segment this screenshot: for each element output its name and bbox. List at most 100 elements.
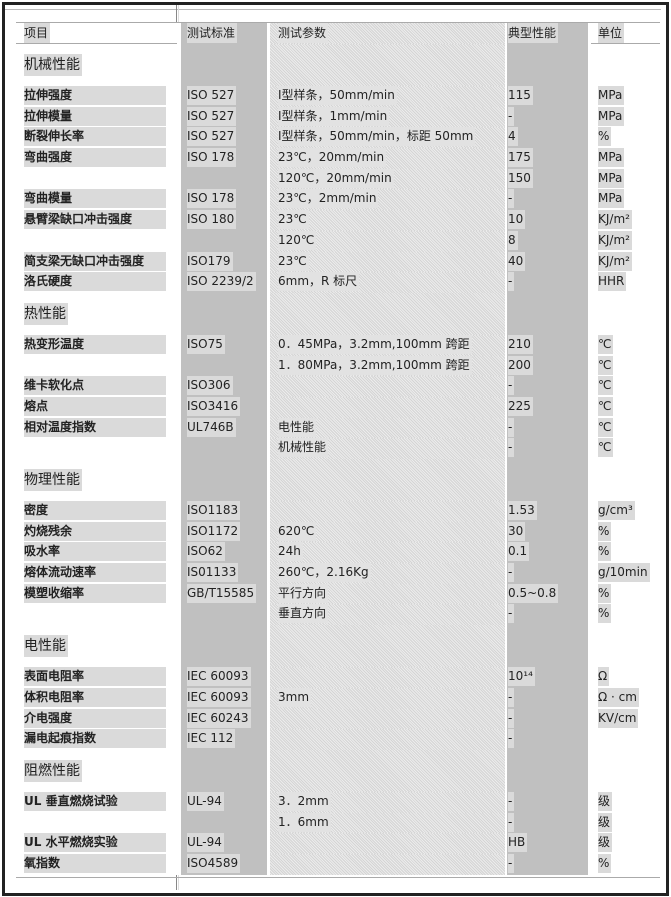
cell-unit: KJ/m² [591, 251, 660, 273]
typical-value: 1.53 [508, 501, 537, 520]
typical-value: - [508, 708, 515, 728]
cell-params [270, 396, 505, 418]
unit-value: ℃ [598, 376, 614, 396]
cell-item: UL 水平燃烧实验 [16, 833, 177, 854]
cell-unit: % [591, 521, 660, 543]
cell-standard [181, 604, 267, 626]
unit-value: KV/cm [598, 708, 639, 728]
params-value: 3．2mm [278, 791, 331, 811]
item-value: 熔点 [24, 396, 166, 416]
section-title: 电性能 [24, 635, 68, 658]
typical-value: 150 [508, 168, 533, 188]
cell-params: 平行方向 [270, 583, 505, 605]
cell-params: 23℃ [270, 210, 505, 231]
cell-standard [181, 625, 267, 668]
cell-params [270, 625, 505, 668]
table-row: 吸水率 ISO62 24h 0.1% [16, 542, 660, 564]
cell-unit: g/cm³ [591, 501, 660, 522]
standard-value: IEC 60093 [187, 687, 251, 707]
params-value: 23℃，2mm/min [278, 189, 379, 209]
typical-value: - [508, 106, 515, 126]
cell-standard [181, 459, 267, 501]
item-value: 洛氏硬度 [24, 272, 166, 292]
section-title: 阻燃性能 [24, 759, 82, 782]
typical-value: 115 [508, 86, 533, 105]
cell-unit: % [591, 127, 660, 149]
cell-standard [181, 292, 267, 335]
cell-params: 3mm [270, 687, 505, 709]
cell-item: 漏电起痕指数 [16, 729, 177, 750]
cell-unit [591, 44, 660, 86]
cell-item: 热变形温度 [16, 334, 177, 356]
typical-value: 30 [508, 521, 526, 541]
cell-unit: KJ/m² [591, 210, 660, 231]
header-unit: 单位 [591, 23, 660, 45]
item-value: 悬臂梁缺口冲击强度 [24, 210, 166, 230]
cell-typical: 115 [507, 86, 588, 107]
cell-params [270, 292, 505, 335]
unit-value: g/cm³ [598, 501, 635, 520]
standard-value: ISO179 [187, 251, 233, 271]
params-value: Ⅰ型样条，1mm/min [278, 106, 390, 126]
cell-unit: % [591, 583, 660, 605]
item-value: UL 垂直燃烧试验 [24, 791, 166, 811]
item-value: 氧指数 [24, 853, 166, 873]
table-row: 弯曲模量 ISO 178 23℃，2mm/min - MPa [16, 189, 660, 211]
cell-standard: GB/T15585 [181, 583, 267, 605]
standard-value: ISO 180 [187, 210, 237, 230]
cell-item: UL 垂直燃烧试验 [16, 791, 177, 813]
unit-value: % [598, 583, 612, 603]
unit-value: % [598, 604, 612, 624]
params-value: 电性能 [278, 417, 317, 437]
cell-unit: HHR [591, 272, 660, 293]
header-params-label: 测试参数 [278, 23, 329, 43]
unit-value: KJ/m² [598, 230, 632, 250]
cell-typical: 0.5~0.8 [507, 583, 588, 605]
typical-value: 4 [508, 127, 518, 147]
table-row: 简支梁无缺口冲击强度 ISO179 23℃ 40 KJ/m² [16, 251, 660, 273]
standard-value: GB/T15585 [187, 583, 257, 603]
cell-typical: 175 [507, 148, 588, 169]
cell-item: 弯曲模量 [16, 189, 177, 211]
cell-standard: ISO 178 [181, 189, 267, 211]
cell-typical: 210 [507, 334, 588, 356]
item-value: 表面电阻率 [24, 667, 166, 687]
item-value: 吸水率 [24, 542, 166, 562]
cell-item: 拉伸模量 [16, 106, 177, 128]
cell-unit [591, 459, 660, 501]
cell-item: 弯曲强度 [16, 148, 177, 169]
typical-value: 210 [508, 334, 533, 354]
unit-value: MPa [598, 148, 625, 168]
unit-value: 级 [598, 833, 613, 853]
item-value: 拉伸强度 [24, 86, 166, 105]
header-standard-label: 测试标准 [187, 23, 238, 43]
params-value: 120℃，20mm/min [278, 168, 394, 188]
cell-params: 24h [270, 542, 505, 564]
cell-standard [181, 44, 267, 86]
params-value: Ⅰ型样条，50mm/min [278, 86, 397, 105]
params-value: 垂直方向 [278, 604, 329, 624]
table-row: 密度 ISO1183 1.53 g/cm³ [16, 501, 660, 522]
cell-unit [591, 292, 660, 335]
cell-standard: ISO 180 [181, 210, 267, 231]
cell-standard: ISO3416 [181, 396, 267, 418]
cell-params: 260℃，2.16Kg [270, 563, 505, 584]
cell-standard: ISO4589 [181, 853, 267, 875]
cell-params: 120℃ [270, 230, 505, 252]
cell-unit: ℃ [591, 396, 660, 418]
cell-standard: ISO1183 [181, 501, 267, 522]
params-value: 24h [278, 542, 303, 562]
cell-params: 620℃ [270, 521, 505, 543]
cell-standard: ISO 527 [181, 127, 267, 149]
unit-value: 级 [598, 812, 613, 832]
cell-typical: 150 [507, 168, 588, 190]
cell-item: 阻燃性能 [16, 749, 177, 792]
item-value: 体积电阻率 [24, 687, 166, 707]
item-value: 漏电起痕指数 [24, 729, 166, 749]
params-value: 机械性能 [278, 438, 329, 458]
cell-item: 断裂伸长率 [16, 127, 177, 149]
section-row: 机械性能 [16, 44, 660, 86]
cell-standard [181, 230, 267, 252]
section-row: 物理性能 [16, 459, 660, 501]
typical-value: 225 [508, 396, 533, 416]
